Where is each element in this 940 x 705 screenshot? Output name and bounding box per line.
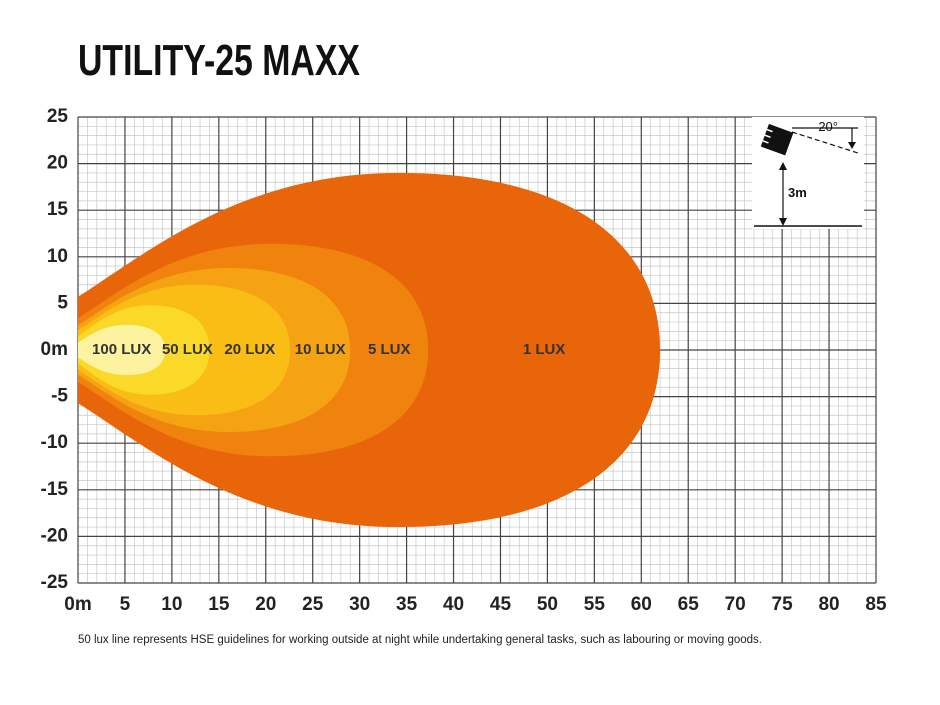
x-tick-label: 80: [818, 594, 839, 615]
arrow-head: [779, 162, 787, 170]
x-tick-label: 70: [725, 594, 746, 615]
y-tick-label: 15: [47, 199, 69, 220]
angle-label: 20°: [818, 119, 838, 134]
height-label: 3m: [788, 185, 807, 200]
zone-label: 10 LUX: [295, 341, 346, 358]
x-tick-label: 75: [772, 594, 794, 615]
zones: [78, 172, 661, 528]
x-tick-label: 40: [443, 594, 464, 615]
y-tick-label: 0m: [41, 339, 68, 360]
x-tick-label: 0m: [64, 594, 91, 615]
y-tick-label: -20: [41, 525, 68, 546]
beam-line: [791, 131, 859, 154]
zone-label: 1 LUX: [523, 341, 566, 358]
arrow-head: [848, 142, 856, 149]
labels: 0m 5 10 15 20 25 30 35 40 45 50 55 60 65 70 75 80 85 -25 -2…: [41, 106, 887, 615]
zone-label: 5 LUX: [368, 341, 411, 358]
y-tick-label: -5: [51, 386, 68, 407]
beam-zone: [78, 324, 166, 376]
footnote: 50 lux line represents HSE guidelines fo…: [78, 634, 762, 646]
arrow-head: [779, 218, 787, 226]
y-tick-label: -10: [41, 432, 68, 453]
x-tick-label: 60: [631, 594, 652, 615]
y-tick-label: -15: [41, 479, 69, 500]
x-tick-label: 35: [396, 594, 418, 615]
zone-label: 20 LUX: [224, 341, 275, 358]
inset: 20° 3m: [752, 117, 864, 229]
zone-label: 100 LUX: [92, 341, 151, 358]
x-tick-label: 45: [490, 594, 512, 615]
x-tick-label: 25: [302, 594, 324, 615]
y-tick-label: 10: [47, 246, 68, 267]
y-tick-label: 25: [47, 106, 69, 127]
x-tick-label: 10: [161, 594, 182, 615]
x-tick-label: 15: [208, 594, 230, 615]
y-tick-label: -25: [41, 572, 69, 593]
x-tick-label: 50: [537, 594, 558, 615]
lamp-icon: [760, 123, 794, 156]
y-tick-label: 20: [47, 153, 68, 174]
x-tick-label: 20: [255, 594, 276, 615]
x-tick-label: 85: [865, 594, 887, 615]
x-tick-label: 30: [349, 594, 370, 615]
x-tick-label: 55: [584, 594, 606, 615]
y-tick-label: 5: [57, 292, 68, 313]
x-tick-label: 5: [120, 594, 131, 615]
zone-label: 50 LUX: [162, 341, 213, 358]
x-tick-label: 65: [678, 594, 700, 615]
chart-title: UTILITY-25 MAXX: [78, 36, 360, 85]
